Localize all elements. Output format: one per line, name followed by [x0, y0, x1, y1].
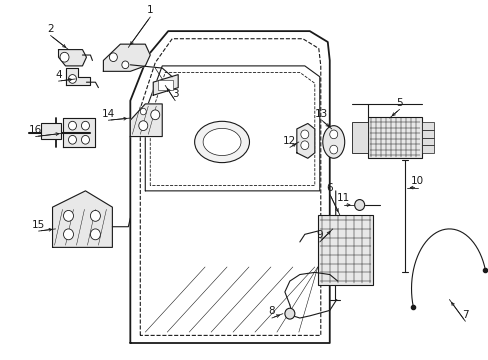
Polygon shape — [103, 44, 150, 71]
Text: 10: 10 — [410, 176, 423, 186]
Circle shape — [81, 121, 89, 130]
Bar — [367, 117, 422, 158]
Text: 8: 8 — [268, 306, 275, 316]
Text: 15: 15 — [32, 220, 45, 230]
Text: 6: 6 — [326, 183, 332, 193]
Ellipse shape — [322, 126, 344, 158]
Circle shape — [68, 121, 76, 130]
Circle shape — [140, 108, 146, 115]
Polygon shape — [153, 75, 178, 95]
Bar — [422, 138, 433, 145]
Polygon shape — [130, 104, 162, 136]
Circle shape — [81, 135, 89, 144]
Circle shape — [68, 135, 76, 144]
Circle shape — [68, 75, 76, 83]
Bar — [422, 122, 433, 130]
Text: 12: 12 — [283, 136, 296, 146]
Text: 4: 4 — [55, 69, 61, 80]
Circle shape — [150, 110, 160, 120]
Bar — [158, 80, 173, 90]
Circle shape — [300, 130, 308, 139]
Polygon shape — [59, 50, 86, 66]
Text: 11: 11 — [336, 193, 349, 203]
Ellipse shape — [203, 129, 241, 156]
Circle shape — [63, 229, 73, 240]
Circle shape — [109, 53, 117, 62]
Text: 13: 13 — [314, 109, 328, 119]
Polygon shape — [52, 191, 112, 247]
Circle shape — [122, 61, 128, 69]
Circle shape — [300, 141, 308, 149]
Circle shape — [90, 211, 100, 221]
Circle shape — [63, 211, 73, 221]
Text: 9: 9 — [316, 230, 323, 240]
Bar — [422, 145, 433, 153]
Polygon shape — [296, 123, 314, 158]
Circle shape — [60, 52, 69, 62]
Text: 2: 2 — [47, 24, 54, 34]
Bar — [41, 123, 61, 139]
Bar — [317, 215, 372, 285]
Circle shape — [329, 145, 337, 154]
Text: 7: 7 — [461, 310, 468, 320]
Circle shape — [139, 121, 147, 131]
Polygon shape — [62, 118, 95, 147]
Polygon shape — [65, 68, 90, 85]
Bar — [351, 122, 367, 153]
Text: 1: 1 — [147, 5, 153, 15]
Text: 16: 16 — [29, 125, 42, 135]
Ellipse shape — [194, 121, 249, 163]
Circle shape — [90, 229, 100, 240]
Circle shape — [354, 199, 364, 211]
Circle shape — [329, 130, 337, 139]
Text: 3: 3 — [172, 89, 178, 99]
Circle shape — [285, 308, 294, 319]
Text: 5: 5 — [395, 98, 402, 108]
Bar — [422, 130, 433, 138]
Text: 14: 14 — [102, 109, 115, 119]
